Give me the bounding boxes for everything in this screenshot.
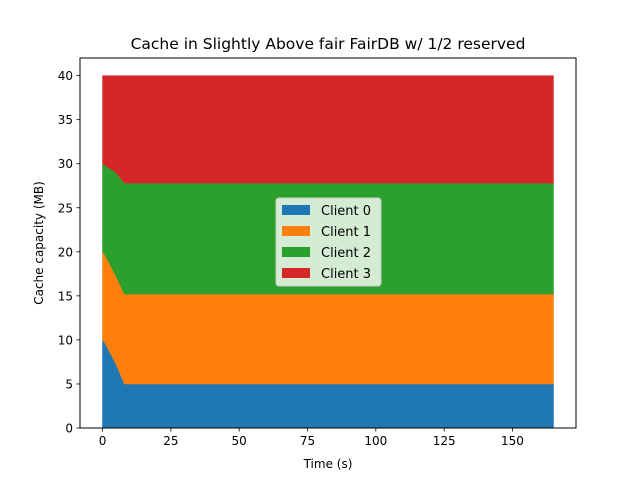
area-series-3 (102, 75, 554, 184)
legend: Client 0 Client 1 Client 2 Client 3 (275, 197, 382, 287)
y-tick-label: 15 (58, 289, 73, 303)
y-axis-title: Cache capacity (MB) (32, 181, 46, 305)
legend-swatch (282, 247, 310, 257)
x-axis: 0 25 50 75 100 125 150 (99, 428, 524, 448)
x-axis-title: Time (s) (303, 457, 353, 471)
plot-frame (79, 57, 577, 429)
y-tick-label: 0 (65, 422, 73, 436)
y-tick-label: 20 (58, 245, 73, 259)
x-tick-label: 75 (300, 434, 315, 448)
x-tick-label: 150 (501, 434, 524, 448)
y-tick-label: 25 (58, 201, 73, 215)
y-axis: 0 5 10 15 20 25 30 35 40 (58, 69, 80, 436)
x-tick-label: 25 (163, 434, 178, 448)
y-tick-label: 40 (58, 69, 73, 83)
legend-label: Client 1 (321, 225, 371, 240)
x-tick-label: 0 (99, 434, 107, 448)
y-tick-label: 10 (58, 333, 73, 347)
legend-box (275, 197, 382, 287)
y-tick-label: 5 (65, 377, 73, 391)
legend-swatch (282, 205, 310, 215)
y-tick-label: 30 (58, 157, 73, 171)
x-tick-label: 50 (232, 434, 247, 448)
legend-label: Client 2 (321, 246, 371, 261)
x-tick-label: 125 (433, 434, 456, 448)
area-layer (102, 75, 554, 429)
x-tick-label: 100 (364, 434, 387, 448)
legend-label: Client 0 (321, 204, 371, 219)
legend-swatch (282, 226, 310, 236)
legend-swatch (282, 268, 310, 278)
legend-label: Client 3 (321, 267, 371, 282)
chart-title: Cache in Slightly Above fair FairDB w/ 1… (131, 35, 526, 53)
y-tick-label: 35 (58, 113, 73, 127)
